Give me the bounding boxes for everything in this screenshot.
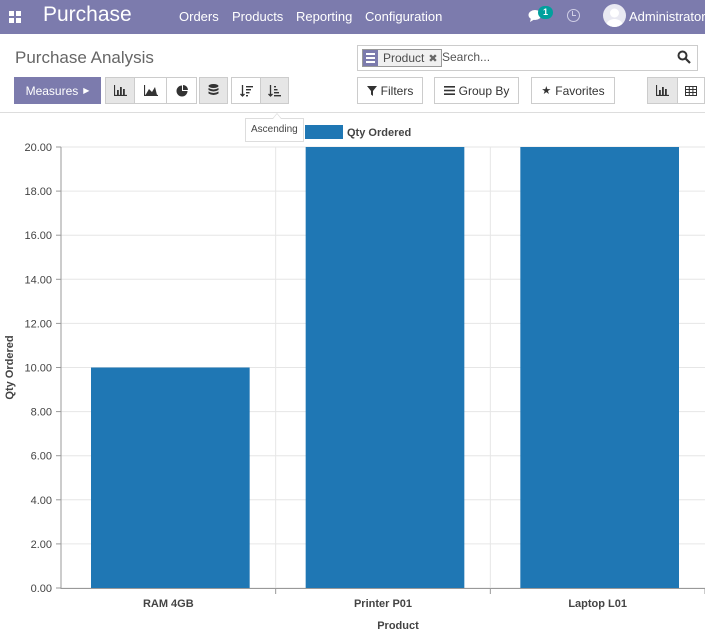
legend-swatch: [305, 125, 343, 139]
line-chart-button[interactable]: [134, 77, 167, 104]
group-by-button[interactable]: Group By: [434, 77, 519, 104]
control-panel-divider: [0, 112, 705, 113]
bar-chart-icon: [113, 85, 127, 96]
bar-printer-p01: [305, 147, 465, 588]
pie-chart-button[interactable]: [166, 77, 197, 104]
y-tick-label: 6.00: [31, 451, 52, 463]
y-tick-label: 20.00: [24, 142, 52, 154]
chat-counter-badge: 1: [538, 6, 554, 19]
activity-clock-icon[interactable]: [567, 9, 580, 22]
y-axis-title: Qty Ordered: [4, 335, 16, 399]
user-avatar[interactable]: [603, 4, 626, 27]
favorites-label: Favorites: [555, 83, 605, 98]
y-tick-label: 0.00: [31, 583, 52, 595]
database-stack-icon: [208, 84, 219, 95]
search-facet-product: Product ✖: [362, 49, 442, 67]
app-brand[interactable]: Purchase: [43, 3, 132, 26]
search-bar: Product ✖: [357, 45, 698, 71]
pie-chart-icon: [176, 84, 188, 96]
legend-label: Qty Ordered: [347, 127, 411, 139]
sort-amount-desc-icon: [239, 84, 253, 97]
table-icon: [685, 85, 697, 96]
y-tick-label: 14.00: [24, 274, 52, 286]
graph-view-button[interactable]: [647, 77, 678, 104]
group-by-label: Group By: [458, 83, 510, 98]
facet-remove-icon[interactable]: ✖: [428, 52, 438, 65]
facet-label: Product: [383, 51, 425, 65]
bar-laptop-l01: [520, 147, 679, 588]
y-tick-label: 2.00: [31, 539, 52, 551]
menu-products[interactable]: Products: [232, 9, 284, 24]
breadcrumb-title: Purchase Analysis: [15, 48, 154, 67]
bar-chart: 0.00 2.00 4.00 6.00 8.00 10.00 12.00 14.00 16.00…: [4, 125, 705, 632]
filters-button[interactable]: Filters: [357, 77, 423, 104]
bar-chart-icon: [656, 85, 669, 96]
pivot-view-button[interactable]: [677, 77, 705, 104]
y-tick-label: 18.00: [24, 186, 52, 198]
top-navbar: Purchase Orders Products Reporting Confi…: [0, 0, 705, 34]
measures-label: Measures: [25, 83, 79, 98]
y-tick-label: 16.00: [24, 230, 52, 242]
filter-icon: [366, 85, 377, 96]
filters-label: Filters: [380, 83, 414, 98]
search-icon[interactable]: [677, 50, 691, 64]
measures-button[interactable]: Measures ▶: [14, 77, 101, 104]
x-axis-title: Product: [377, 620, 419, 632]
user-name[interactable]: Administrator: [629, 9, 705, 24]
y-tick-label: 4.00: [31, 495, 52, 507]
sort-descending-button[interactable]: [231, 77, 261, 104]
stacked-button[interactable]: [199, 77, 228, 104]
sort-tooltip: Ascending: [245, 113, 304, 142]
menu-reporting[interactable]: Reporting: [296, 9, 353, 24]
favorites-button[interactable]: ★ Favorites: [531, 77, 615, 104]
sort-amount-asc-icon: [268, 84, 281, 97]
bar-ram-4gb: [91, 367, 250, 588]
y-tick-label: 8.00: [31, 407, 52, 419]
search-input[interactable]: [442, 50, 672, 64]
star-icon: ★: [541, 85, 552, 97]
x-tick-label: Laptop L01: [568, 598, 627, 610]
menu-configuration[interactable]: Configuration: [365, 9, 443, 24]
x-tick-label: Printer P01: [354, 598, 412, 610]
y-tick-label: 12.00: [24, 318, 52, 330]
area-chart-icon: [143, 85, 158, 96]
menu-orders[interactable]: Orders: [179, 9, 219, 24]
x-tick-label: RAM 4GB: [143, 598, 194, 610]
caret-right-icon: ▶: [83, 86, 90, 95]
y-tick-label: 10.00: [24, 363, 52, 375]
bar-chart-button[interactable]: [105, 77, 135, 104]
apps-menu-icon[interactable]: [9, 11, 21, 23]
group-by-facet-icon: [363, 50, 378, 66]
sort-ascending-button[interactable]: [260, 77, 289, 104]
bars-icon: [443, 86, 455, 95]
